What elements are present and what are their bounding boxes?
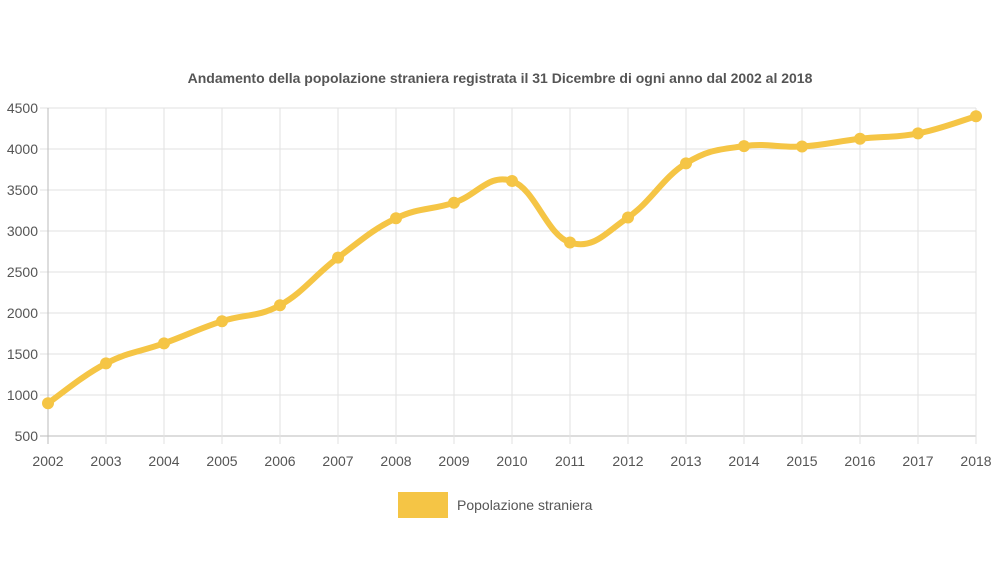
x-tick-label: 2007 <box>322 453 353 469</box>
x-tick-label: 2010 <box>496 453 527 469</box>
y-tick-label: 1000 <box>7 387 38 403</box>
x-tick-label: 2009 <box>438 453 469 469</box>
x-axis-ticks: 2002 2003 2004 2005 2006 2007 2008 2009 2010 2011… <box>32 453 991 469</box>
data-point <box>42 397 54 410</box>
grid <box>40 107 977 444</box>
y-tick-label: 3000 <box>7 223 38 239</box>
x-tick-label: 2003 <box>90 453 121 469</box>
data-point <box>158 337 170 350</box>
y-tick-label: 2000 <box>7 305 38 321</box>
y-tick-label: 500 <box>15 428 39 444</box>
x-tick-label: 2012 <box>612 453 643 469</box>
x-tick-label: 2015 <box>786 453 817 469</box>
x-tick-label: 2002 <box>32 453 63 469</box>
data-point <box>622 211 634 224</box>
data-point <box>390 212 402 225</box>
x-tick-label: 2004 <box>148 453 179 469</box>
legend-label: Popolazione straniera <box>457 497 593 513</box>
y-tick-label: 1500 <box>7 346 38 362</box>
legend-swatch <box>398 492 448 518</box>
x-tick-label: 2005 <box>206 453 237 469</box>
chart-title: Andamento della popolazione straniera re… <box>188 70 813 86</box>
data-point <box>274 299 286 312</box>
data-point <box>970 110 982 123</box>
x-tick-label: 2014 <box>728 453 759 469</box>
data-point <box>912 127 924 140</box>
x-tick-label: 2013 <box>670 453 701 469</box>
y-tick-label: 4500 <box>7 100 38 116</box>
legend[interactable]: Popolazione straniera <box>398 492 593 518</box>
x-tick-label: 2018 <box>960 453 991 469</box>
x-tick-label: 2011 <box>555 453 585 469</box>
data-point <box>332 251 344 264</box>
data-point <box>738 140 750 153</box>
data-point <box>506 174 518 187</box>
x-tick-label: 2016 <box>844 453 875 469</box>
x-tick-label: 2017 <box>902 453 933 469</box>
data-point <box>854 132 866 145</box>
y-tick-label: 3500 <box>7 182 38 198</box>
data-point <box>680 157 692 170</box>
data-point <box>796 140 808 153</box>
data-point <box>564 236 576 249</box>
y-tick-label: 4000 <box>7 141 38 157</box>
x-tick-label: 2006 <box>264 453 295 469</box>
y-tick-label: 2500 <box>7 264 38 280</box>
data-point <box>448 196 460 209</box>
data-point <box>216 315 228 328</box>
x-tick-label: 2008 <box>380 453 411 469</box>
series-points <box>42 110 982 410</box>
y-axis-ticks: 500 1000 1500 2000 2500 3000 3500 4000 4500 <box>7 100 38 444</box>
data-point <box>100 357 112 370</box>
